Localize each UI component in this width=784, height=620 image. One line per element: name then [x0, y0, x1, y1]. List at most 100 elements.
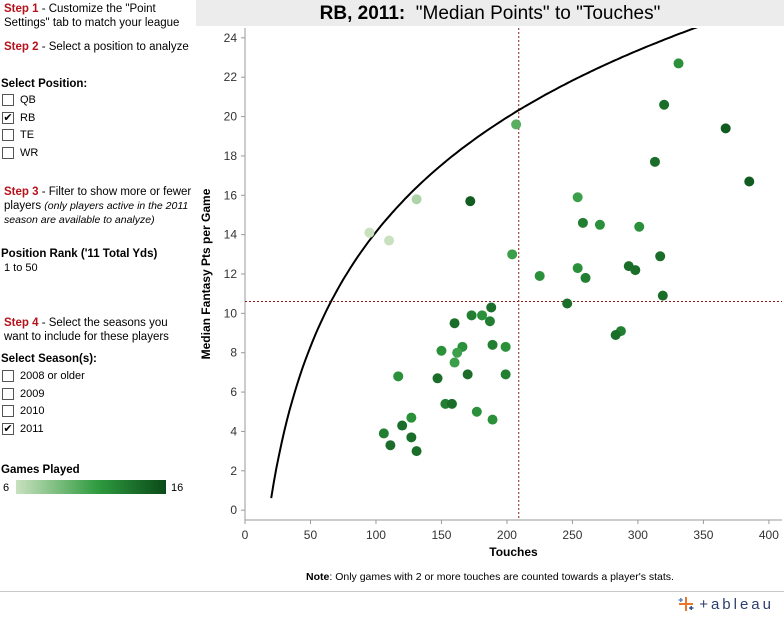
- season-header: Select Season(s):: [1, 353, 97, 365]
- data-point: [487, 339, 498, 350]
- data-point: [449, 318, 460, 329]
- step-3-note: (only players active in the 2011 season …: [4, 200, 189, 226]
- position-checkbox-qb[interactable]: QB: [2, 93, 36, 107]
- y-tick-label: 8: [230, 346, 237, 360]
- data-point: [511, 119, 522, 130]
- y-tick-label: 12: [224, 267, 238, 281]
- checkmark-icon: ✔: [3, 111, 13, 124]
- checkbox-box[interactable]: [2, 146, 14, 159]
- season-checkbox-2010[interactable]: 2010: [2, 404, 44, 418]
- data-point: [594, 219, 605, 230]
- y-tick-label: 16: [224, 188, 238, 202]
- x-tick-label: 0: [242, 528, 249, 542]
- data-point: [397, 420, 408, 431]
- data-point: [411, 194, 422, 205]
- x-tick-label: 200: [497, 528, 517, 542]
- data-point: [452, 347, 463, 358]
- data-point: [659, 99, 670, 110]
- data-point: [580, 272, 591, 283]
- position-checkbox-wr[interactable]: WR: [2, 146, 38, 160]
- games-played-color-ramp: [16, 480, 166, 494]
- data-point: [411, 446, 422, 457]
- data-point: [393, 371, 404, 382]
- checkbox-box[interactable]: [2, 387, 14, 400]
- position-checkbox-te[interactable]: TE: [2, 128, 34, 142]
- data-point: [385, 440, 396, 451]
- season-checkbox-2009[interactable]: 2009: [2, 387, 44, 401]
- x-tick-label: 350: [693, 528, 713, 542]
- rank-filter-value[interactable]: 1 to 50: [4, 262, 38, 274]
- step-1-label: Step 1: [4, 3, 39, 15]
- footnote-text: : Only games with 2 or more touches are …: [329, 571, 674, 583]
- step-3-label: Step 3: [4, 186, 39, 198]
- x-tick-label: 150: [431, 528, 451, 542]
- checkbox-box[interactable]: ✔: [2, 111, 14, 124]
- checkbox-label: WR: [20, 146, 39, 159]
- title-band: [196, 0, 784, 26]
- data-point: [378, 428, 389, 439]
- chart-title-rest: "Median Points" to "Touches": [405, 3, 661, 24]
- data-point: [500, 369, 511, 380]
- data-point: [634, 221, 645, 232]
- season-checkbox-2011[interactable]: ✔ 2011: [2, 422, 44, 436]
- data-point: [436, 345, 447, 356]
- data-point: [630, 265, 641, 276]
- rank-filter-header: Position Rank ('11 Total Yds): [1, 248, 158, 260]
- y-tick-label: 24: [224, 31, 238, 45]
- position-checkbox-rb[interactable]: ✔ RB: [2, 111, 35, 125]
- footer-divider: [0, 591, 784, 592]
- checkbox-box[interactable]: [2, 129, 14, 141]
- step-4-body: - Select the seasons you want to include…: [4, 317, 169, 343]
- data-point: [572, 263, 583, 274]
- data-point: [406, 412, 417, 423]
- season-checkbox-2008-or-older[interactable]: 2008 or older: [2, 369, 85, 383]
- x-tick-label: 100: [366, 528, 386, 542]
- x-axis-title: Touches: [489, 545, 538, 559]
- checkbox-box[interactable]: [2, 94, 14, 106]
- tableau-logo[interactable]: +ableau: [677, 595, 774, 613]
- step-2-label: Step 2: [4, 41, 39, 53]
- checkbox-box[interactable]: [2, 370, 14, 382]
- y-tick-label: 0: [230, 503, 237, 517]
- data-point: [477, 310, 488, 321]
- data-point: [649, 156, 660, 167]
- data-point: [364, 227, 375, 238]
- x-tick-label: 50: [304, 528, 318, 542]
- step-1-body: - Customize the "Point Settings" tab to …: [4, 3, 180, 29]
- data-point: [446, 398, 457, 409]
- y-axis-title: Median Fantasy Pts per Game: [199, 188, 213, 359]
- data-point: [720, 123, 731, 134]
- step-1-text: Step 1 - Customize the "Point Settings" …: [4, 2, 194, 30]
- data-point: [462, 369, 473, 380]
- checkbox-box[interactable]: ✔: [2, 422, 14, 435]
- data-point: [500, 341, 511, 352]
- step-4-text: Step 4 - Select the seasons you want to …: [4, 316, 194, 344]
- chart-title-bold: RB, 2011:: [319, 3, 406, 24]
- checkbox-label: 2010: [20, 405, 45, 417]
- checkbox-label: TE: [20, 129, 35, 141]
- legend-title: Games Played: [1, 464, 80, 476]
- data-point: [486, 302, 497, 313]
- data-point: [655, 251, 666, 262]
- data-point: [449, 357, 460, 368]
- step-4-label: Step 4: [4, 317, 39, 329]
- checkmark-icon: ✔: [3, 422, 13, 435]
- chart-title: RB, 2011: "Median Points" to "Touches": [196, 3, 784, 25]
- data-point: [384, 235, 395, 246]
- y-tick-label: 2: [230, 464, 237, 478]
- data-point: [466, 310, 477, 321]
- data-point: [572, 192, 583, 203]
- tableau-cross-icon: [678, 597, 694, 611]
- checkbox-label: RB: [20, 111, 36, 124]
- legend-min-label: 6: [3, 482, 10, 494]
- position-header: Select Position:: [1, 78, 88, 90]
- data-point: [406, 432, 417, 443]
- checkbox-label: 2011: [20, 422, 44, 435]
- y-tick-label: 10: [224, 306, 238, 320]
- checkbox-box[interactable]: [2, 405, 14, 417]
- y-tick-label: 6: [230, 385, 237, 399]
- y-tick-label: 18: [224, 149, 238, 163]
- step-3-body: - Filter to show more or fewer players: [4, 186, 192, 212]
- y-tick-label: 4: [230, 424, 237, 438]
